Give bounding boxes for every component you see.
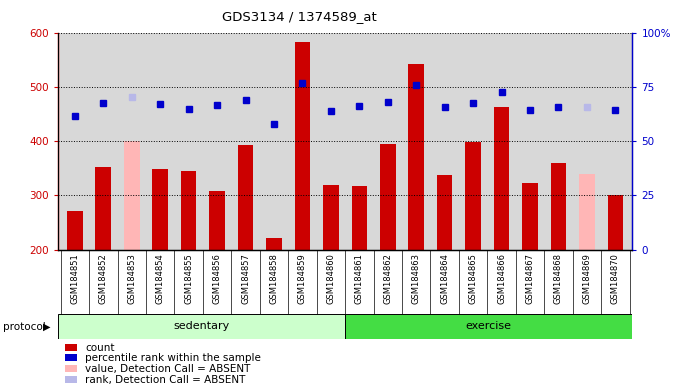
Bar xyxy=(323,185,339,250)
Text: exercise: exercise xyxy=(466,321,512,331)
Text: count: count xyxy=(85,343,114,353)
Text: GSM184861: GSM184861 xyxy=(355,253,364,304)
Text: GSM184868: GSM184868 xyxy=(554,253,563,304)
Bar xyxy=(380,144,396,250)
Bar xyxy=(181,171,197,250)
Bar xyxy=(238,146,254,250)
Text: GSM184858: GSM184858 xyxy=(269,253,279,304)
Bar xyxy=(58,314,345,339)
Text: GSM184851: GSM184851 xyxy=(70,253,80,304)
Text: GSM184866: GSM184866 xyxy=(497,253,506,304)
Text: GSM184854: GSM184854 xyxy=(156,253,165,304)
Text: value, Detection Call = ABSENT: value, Detection Call = ABSENT xyxy=(85,364,250,374)
Bar xyxy=(465,142,481,250)
Bar xyxy=(67,210,83,250)
Text: GSM184856: GSM184856 xyxy=(213,253,222,304)
Text: GSM184859: GSM184859 xyxy=(298,253,307,304)
Bar xyxy=(124,141,139,250)
Bar xyxy=(579,174,595,250)
Text: GSM184863: GSM184863 xyxy=(411,253,421,304)
Bar xyxy=(95,167,111,250)
Text: GSM184869: GSM184869 xyxy=(582,253,592,304)
Text: GSM184862: GSM184862 xyxy=(384,253,392,304)
Bar xyxy=(522,184,538,250)
Text: GSM184870: GSM184870 xyxy=(611,253,620,304)
Text: ▶: ▶ xyxy=(42,322,50,332)
Bar xyxy=(294,42,310,250)
Text: rank, Detection Call = ABSENT: rank, Detection Call = ABSENT xyxy=(85,375,245,384)
Bar xyxy=(607,195,623,250)
Bar xyxy=(494,108,509,250)
Bar xyxy=(409,64,424,250)
Text: GSM184853: GSM184853 xyxy=(127,253,136,304)
Bar xyxy=(352,185,367,250)
Text: GSM184867: GSM184867 xyxy=(526,253,534,304)
Text: GSM184864: GSM184864 xyxy=(440,253,449,304)
Text: GSM184855: GSM184855 xyxy=(184,253,193,304)
Bar xyxy=(345,314,632,339)
Text: GSM184852: GSM184852 xyxy=(99,253,108,304)
Bar xyxy=(437,175,452,250)
Text: GSM184860: GSM184860 xyxy=(326,253,335,304)
Text: percentile rank within the sample: percentile rank within the sample xyxy=(85,353,261,363)
Bar xyxy=(266,238,282,250)
Text: GSM184865: GSM184865 xyxy=(469,253,477,304)
Bar xyxy=(551,163,566,250)
Text: GDS3134 / 1374589_at: GDS3134 / 1374589_at xyxy=(222,10,377,23)
Text: GSM184857: GSM184857 xyxy=(241,253,250,304)
Bar xyxy=(209,191,225,250)
Text: sedentary: sedentary xyxy=(173,321,230,331)
Bar xyxy=(152,169,168,250)
Text: protocol: protocol xyxy=(3,322,46,332)
